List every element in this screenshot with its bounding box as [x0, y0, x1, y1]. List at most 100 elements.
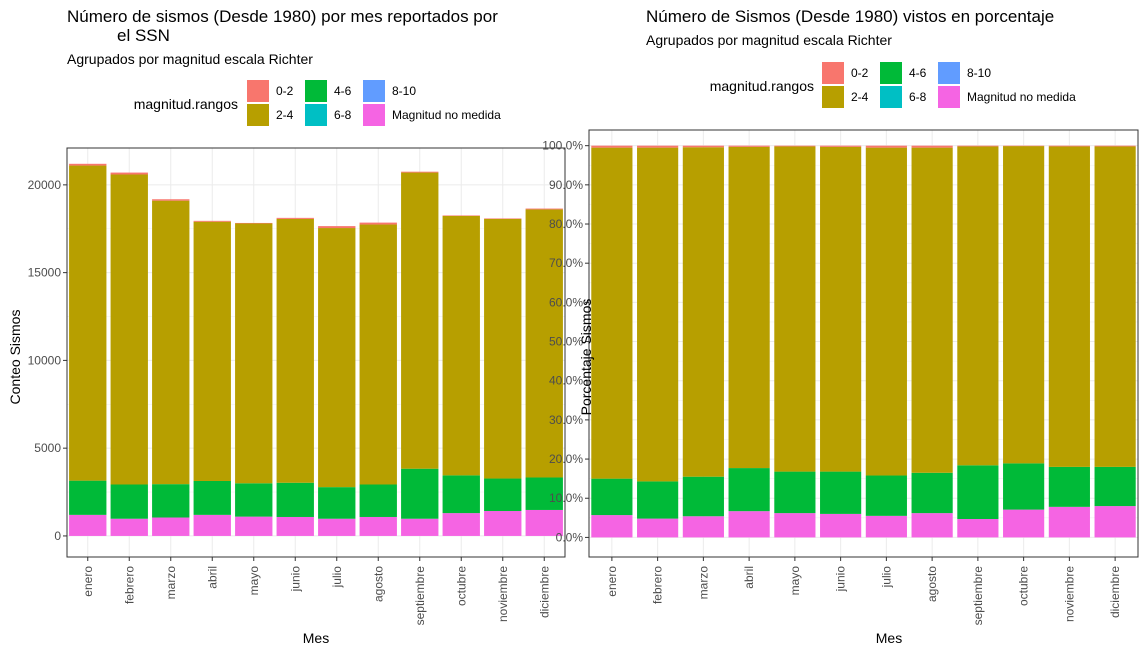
legend-label: 4-6	[334, 84, 352, 98]
y-axis: 0.0% 10.0% 20.0% 30.0% 40.0% 50.0% 60.0% 70.0% 8…	[542, 139, 589, 544]
bar-segment	[1094, 145, 1136, 147]
y-tick-label: 20.0%	[549, 452, 583, 466]
y-tick-label: 0	[54, 529, 61, 543]
x-tick-label: noviembre	[1062, 566, 1076, 622]
bar-segment	[820, 513, 862, 538]
legend-swatch	[305, 80, 327, 102]
y-tick-label: 90.0%	[549, 178, 583, 192]
bar-segment	[442, 215, 480, 216]
bar-segment	[442, 215, 480, 476]
bar-segment	[318, 518, 356, 536]
legend-label: 8-10	[392, 84, 416, 98]
legend-label: 2-4	[851, 90, 869, 104]
y-tick-label: 10000	[28, 353, 62, 367]
x-tick-label: mayo	[247, 566, 261, 596]
bar-segment	[957, 519, 999, 538]
bar-segment	[865, 147, 907, 476]
bar-segment	[774, 146, 816, 472]
bar-segment	[728, 146, 770, 469]
chart-title: el SSN	[117, 26, 170, 45]
bar-segment	[152, 484, 190, 518]
x-tick-label: agosto	[371, 566, 385, 602]
x-tick-label: julio	[330, 566, 344, 589]
bar-segment	[152, 199, 190, 201]
legend-swatch	[822, 62, 844, 84]
x-tick-label: septiembre	[413, 566, 427, 626]
bar-segment	[193, 514, 231, 536]
bar-segment	[682, 476, 724, 517]
bar-segment	[820, 471, 862, 514]
bar-segment	[865, 475, 907, 516]
y-tick-label: 0.0%	[556, 530, 584, 544]
bars	[591, 145, 1136, 538]
bar-segment	[276, 482, 314, 517]
x-tick-label: julio	[879, 566, 893, 589]
x-tick-label: diciembre	[1108, 566, 1122, 618]
legend-swatch	[305, 104, 327, 126]
x-tick-label: marzo	[164, 566, 178, 600]
bar-segment	[591, 478, 633, 516]
bars	[69, 163, 563, 536]
legend-swatch	[247, 104, 269, 126]
y-axis-title: Conteo Sismos	[7, 310, 23, 405]
bar-segment	[276, 516, 314, 536]
legend-swatch	[822, 86, 844, 108]
legend-title: magnitud.rangos	[134, 96, 238, 112]
x-tick-label: junio	[288, 566, 302, 593]
bar-segment	[152, 200, 190, 485]
y-tick-label: 15000	[28, 266, 62, 280]
bar-segment	[359, 516, 397, 536]
bar-segment	[69, 163, 107, 166]
x-tick-label: enero	[605, 566, 619, 597]
x-tick-label: octubre	[1017, 566, 1031, 606]
x-tick-label: septiembre	[971, 566, 985, 626]
x-tick-label: junio	[834, 566, 848, 593]
x-tick-label: agosto	[925, 566, 939, 602]
bar-segment	[318, 228, 356, 488]
legend-swatch	[880, 86, 902, 108]
y-tick-label: 80.0%	[549, 217, 583, 231]
legend-label: 0-2	[851, 66, 869, 80]
legend-title: magnitud.rangos	[710, 78, 814, 94]
x-tick-label: abril	[205, 566, 219, 589]
bar-segment	[728, 145, 770, 147]
x-tick-label: abril	[742, 566, 756, 589]
x-axis-title: Mes	[876, 630, 902, 646]
y-tick-label: 5000	[34, 441, 61, 455]
bar-segment	[728, 511, 770, 538]
bar-segment	[484, 218, 522, 219]
bar-segment	[728, 468, 770, 512]
y-tick-label: 30.0%	[549, 413, 583, 427]
y-axis-title: Porcentaje Sismos	[578, 299, 594, 416]
legend-label: 2-4	[276, 108, 294, 122]
legend: magnitud.rangos 0-2 2-4 4-6 6-8 8-10 Magnitud …	[710, 62, 1076, 108]
x-tick-label: febrero	[651, 566, 665, 604]
bar-segment	[591, 515, 633, 538]
bar-segment	[1048, 466, 1090, 507]
bar-segment	[152, 517, 190, 536]
y-tick-label: 40.0%	[549, 374, 583, 388]
bar-segment	[276, 217, 314, 219]
legend-swatch	[880, 62, 902, 84]
bar-segment	[401, 171, 439, 173]
bar-segment	[865, 145, 907, 148]
bar-segment	[1003, 509, 1045, 538]
bar-segment	[957, 145, 999, 147]
bar-segment	[911, 145, 953, 148]
x-tick-label: enero	[81, 566, 95, 597]
bar-segment	[69, 514, 107, 536]
legend-swatch	[938, 86, 960, 108]
legend-swatch	[938, 62, 960, 84]
bar-segment	[484, 511, 522, 536]
bar-segment	[774, 471, 816, 514]
chart-1: Número de sismos (Desde 1980) por mes re…	[7, 7, 566, 646]
bar-segment	[1003, 146, 1045, 464]
bar-segment	[442, 513, 480, 536]
x-tick-label: marzo	[696, 566, 710, 600]
bar-segment	[69, 480, 107, 515]
bar-segment	[525, 209, 563, 478]
bar-segment	[193, 220, 231, 222]
bar-segment	[1094, 506, 1136, 538]
x-axis: enero febrero marzo abril mayo junio julio agos…	[605, 557, 1122, 625]
